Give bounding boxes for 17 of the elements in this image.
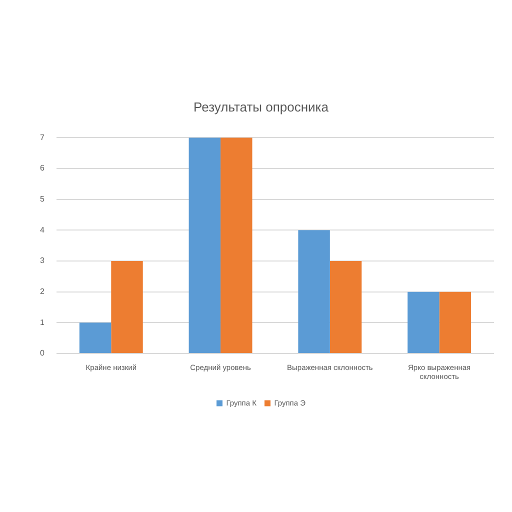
bar <box>188 138 221 353</box>
bar <box>408 292 440 353</box>
bar <box>330 260 362 353</box>
bar <box>79 322 112 353</box>
y-tick-label: 3 <box>40 256 45 266</box>
y-tick-label: 1 <box>40 318 45 327</box>
bar <box>298 230 330 353</box>
y-tick-label: 6 <box>40 164 45 173</box>
bar <box>220 138 252 353</box>
y-tick-label: 0 <box>40 348 45 358</box>
bar <box>439 292 472 353</box>
y-tick-label: 5 <box>40 194 45 204</box>
y-tick-label: 4 <box>40 225 45 234</box>
bar <box>111 260 143 353</box>
chart-title: Результаты опросника <box>194 99 330 114</box>
y-tick-label: 2 <box>40 287 45 296</box>
y-tick-label: 7 <box>40 132 45 142</box>
